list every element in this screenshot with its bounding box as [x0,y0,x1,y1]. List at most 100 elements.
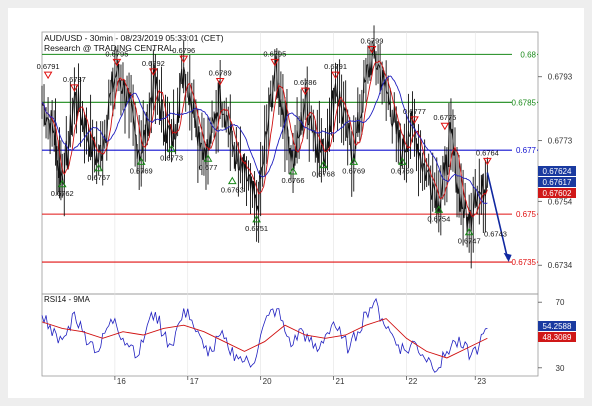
low-marker-icon [136,157,146,165]
low-label: 0.6767 [87,173,110,182]
rsi-y-tick-label: 30 [556,364,565,373]
high-marker-icon [483,157,492,166]
high-label: 0.6789 [209,69,232,78]
rsi-badge-1: 54.2588 [543,322,572,331]
level-label-bg [512,97,537,107]
high-label: 0.6775 [433,113,456,122]
low-label: 0.6769 [342,166,365,175]
y-tick-label: 0.6793 [548,73,573,82]
high-marker-icon [410,116,419,124]
low-label: 0.6762 [51,189,74,198]
low-label: 0.6769 [130,166,153,175]
high-label: 0.6799 [361,37,384,46]
level-label-bg [512,49,537,59]
high-label: 0.6791 [324,62,347,71]
low-marker-icon [57,179,67,188]
high-marker-icon [440,122,450,131]
high-marker-icon [300,87,310,96]
forecast-label: 0.6743 [484,229,507,238]
price-badge-bg-3 [538,188,576,198]
rsi-layer: 30 70 [41,297,565,373]
low-label: 0.6763 [221,186,244,195]
high-label: 0.6791 [37,62,60,71]
x-tick-label: 23 [477,377,486,386]
series-layer [41,25,512,269]
high-marker-icon [331,71,340,80]
high-marker-icon [70,84,79,92]
high-marker-icon [43,71,53,80]
low-marker-icon [319,160,328,169]
high-marker-icon [112,58,122,67]
level-label-support: 0.6735 [512,258,537,267]
low-marker-icon [397,157,407,165]
low-label: 0.6751 [245,224,268,233]
annotation-layer: 0.67910.67870.67950.67920.67960.67890.67… [37,37,507,246]
ma-slow-line [41,75,488,205]
price-badge-group: 0.67624 0.67617 0.67602 [538,166,576,198]
rsi-y-tick-label: 70 [556,298,565,307]
low-marker-icon [167,144,176,153]
x-tick-label: 17 [190,377,199,386]
x-tick-label: 21 [336,377,345,386]
price-badge-bg-2 [538,177,576,187]
rsi-badge-2: 48.3089 [543,333,572,342]
ma-fast-line [41,60,488,218]
level-label-resistance: 0.6785 [512,98,537,107]
low-label: 0.6747 [458,237,481,246]
x-tick-label: 20 [263,377,272,386]
low-marker-icon [252,214,261,223]
low-marker-icon [434,205,444,213]
chart-subtitle: Research @ TRADING CENTRAL [44,43,174,53]
x-tick-label: 22 [408,377,417,386]
high-marker-icon [179,55,189,64]
price-badge-bg-1 [538,166,576,176]
price-badge-2: 0.67617 [543,178,572,187]
level-label-bg [512,257,537,267]
high-marker-icon [270,58,280,67]
forecast-arrow-line [486,172,509,260]
high-label: 0.6792 [142,59,165,68]
low-label: 0.6768 [312,170,335,179]
axis-layer: 16 17 20 21 22 23 0.6734 0.6754 0.6773 0.6793 [114,73,573,386]
chart-title: AUD/USD - 30min - 08/23/2019 05:33:01 (C… [44,33,224,43]
high-label: 0.6786 [294,78,317,87]
high-marker-icon [215,78,225,86]
rsi-badge-group: 54.2588 48.3089 [538,321,576,342]
chart-canvas: 0.68 0.6785 0.677 0.675 0.6735 0.6791 0.6787 0… [8,8,584,398]
y-tick-label: 0.6734 [548,261,573,270]
price-badge-3: 0.67602 [543,189,572,198]
high-label: 0.6796 [172,46,195,55]
low-label: 0.6754 [427,214,450,223]
low-marker-icon [349,157,359,165]
high-label: 0.6777 [403,107,426,116]
chart-background [8,8,584,398]
forecast-arrow-head [503,252,512,262]
y-tick-label: 0.6773 [548,137,573,146]
level-label-bg [512,209,537,219]
level-label-bg [512,145,537,155]
y-tick-label: 0.6754 [548,197,573,206]
low-marker-icon [94,163,104,172]
high-marker-icon [367,46,377,54]
low-label: 0.6773 [160,154,183,163]
low-label: 0.6766 [282,176,305,185]
rsi-badge-bg-2 [538,332,576,342]
level-label-support: 0.675 [516,210,537,219]
low-label: 0.6769 [391,166,414,175]
high-label: 0.6787 [63,75,86,84]
rsi-ma-line [41,318,488,359]
rsi-title: RSI14 - 9MA [44,295,90,304]
low-label: 0.677 [199,163,218,172]
x-tick-label: 16 [117,377,126,386]
rsi-line [41,297,488,373]
high-label: 0.6795 [263,49,286,58]
high-label: 0.6764 [476,148,499,157]
low-marker-icon [203,154,213,162]
low-marker-icon [464,227,474,236]
high-marker-icon [148,68,158,76]
level-label-resistance: 0.68 [520,50,536,59]
low-marker-icon [288,167,298,175]
rsi-badge-bg-1 [538,321,576,331]
low-marker-icon [227,176,237,185]
